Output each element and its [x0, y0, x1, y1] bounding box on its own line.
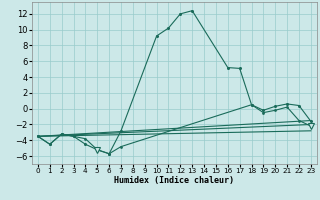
X-axis label: Humidex (Indice chaleur): Humidex (Indice chaleur): [115, 176, 234, 185]
